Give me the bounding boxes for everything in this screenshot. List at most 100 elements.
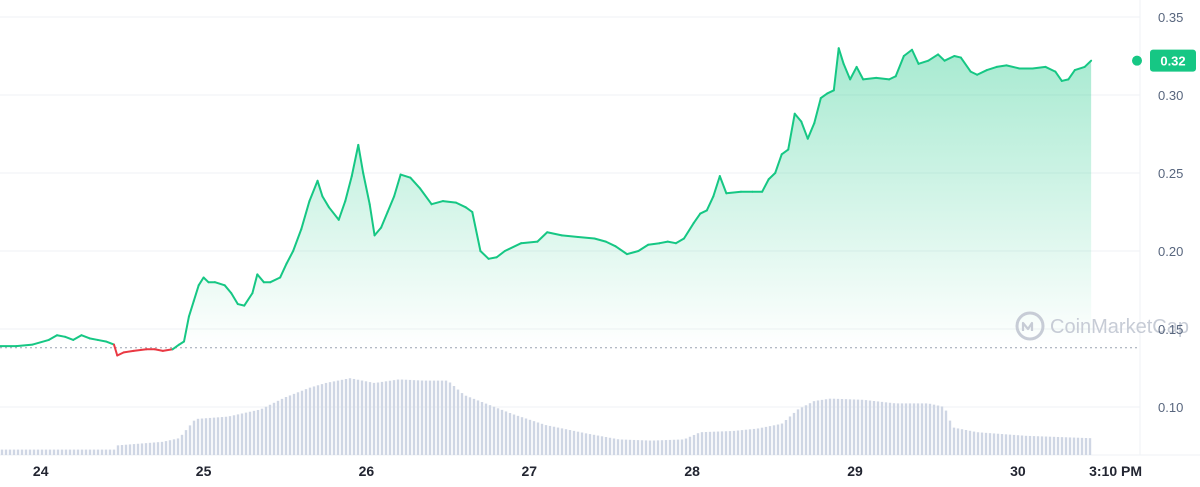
volume-bar <box>40 449 44 455</box>
volume-bar <box>392 380 396 455</box>
volume-bar <box>1000 434 1004 455</box>
price-line-segment-up <box>1031 65 1047 70</box>
volume-bar <box>896 403 900 455</box>
price-line-segment-up <box>767 172 777 181</box>
price-line-segment-up <box>800 120 809 140</box>
price-line-segment-down <box>132 348 148 352</box>
price-line-segment-up <box>837 47 845 65</box>
price-line-segment-up <box>409 176 422 190</box>
y-axis-ticks: 0.35 0.30 0.25 0.20 0.15 0.10 <box>1158 10 1183 415</box>
volume-bar <box>380 381 384 455</box>
volume-bar <box>408 379 412 455</box>
volume-bar <box>484 403 488 455</box>
volume-bar <box>228 416 232 455</box>
watermark: CoinMarketCap <box>1015 311 1189 341</box>
price-line-segment-up <box>464 206 474 213</box>
volume-bar <box>148 442 152 455</box>
coinmarketcap-logo-wave <box>1021 321 1034 331</box>
volume-bar <box>1080 437 1084 455</box>
volume-bar <box>656 440 660 455</box>
price-line-segment-up <box>104 340 115 346</box>
volume-bar <box>928 403 932 455</box>
volume-bar <box>244 412 248 455</box>
volume-bar <box>768 426 772 455</box>
volume-bar <box>604 437 608 455</box>
volume-bar <box>836 398 840 455</box>
volume-bar <box>1064 437 1068 455</box>
price-line-segment-down <box>122 349 135 354</box>
volume-bar <box>964 430 968 455</box>
volume-bar <box>1032 436 1036 455</box>
volume-bar <box>1072 437 1076 455</box>
price-line-segment-up <box>819 92 829 100</box>
volume-bar <box>416 380 420 455</box>
volume-bar <box>332 381 336 455</box>
volume-bar <box>132 444 136 455</box>
volume-bar <box>144 443 148 455</box>
price-area <box>0 48 1092 348</box>
volume-bar <box>524 418 528 455</box>
price-line-segment-up <box>455 201 467 209</box>
volume-bar <box>764 426 768 455</box>
volume-bar <box>1088 438 1092 455</box>
price-line-segment-up <box>674 237 685 245</box>
price-line-segment-up <box>88 337 99 341</box>
volume-bar <box>360 380 364 455</box>
volume-bar <box>584 433 588 455</box>
volume-bar <box>984 432 988 455</box>
volume-bar <box>876 401 880 455</box>
price-line-segment-up <box>943 55 956 62</box>
volume-bar <box>652 440 656 455</box>
volume-bar <box>900 403 904 455</box>
volume-bar <box>1060 437 1064 455</box>
volume-bar <box>344 379 348 455</box>
volume-bar <box>300 390 304 455</box>
volume-bar <box>904 403 908 455</box>
volume-bar <box>340 379 344 455</box>
volume-bar <box>728 431 732 455</box>
price-line-segment-up <box>666 240 677 245</box>
volume-bar <box>428 380 432 455</box>
volume-bar <box>980 432 984 455</box>
volume-bar <box>64 449 68 455</box>
volume-bar <box>632 439 636 455</box>
volume-bar <box>864 400 868 455</box>
volume-bar <box>616 439 620 455</box>
volume-bar <box>412 380 416 455</box>
price-line-segment-up <box>959 56 972 73</box>
price-line-segment-up <box>761 178 770 193</box>
volume-bar <box>260 408 264 455</box>
price-line-segment-up <box>855 65 865 81</box>
volume-bar <box>48 449 52 455</box>
price-line-segment-up <box>350 143 360 178</box>
volume-bar <box>512 414 516 455</box>
volume-bar <box>760 427 764 455</box>
price-line-segment-up <box>718 175 728 195</box>
volume-bar <box>24 449 28 455</box>
volume-bar <box>4 449 8 455</box>
price-line-segment-up <box>969 70 979 76</box>
price-line-segment-up <box>368 203 376 237</box>
volume-bar <box>956 428 960 455</box>
volume-bar <box>440 380 444 455</box>
volume-bar <box>488 405 492 455</box>
price-line-segment-up <box>441 200 457 204</box>
price-line-segment-up <box>647 242 661 246</box>
volume-bar <box>944 410 948 455</box>
volume-bar <box>232 415 236 455</box>
volume-bar <box>564 429 568 455</box>
volume-bar <box>860 399 864 455</box>
price-line-segment-up <box>399 173 412 179</box>
x-tick-label: 24 <box>33 463 49 479</box>
volume-bar <box>364 381 368 455</box>
volume-bar <box>708 431 712 455</box>
volume-bar <box>36 449 40 455</box>
price-line-segment-up <box>902 48 913 57</box>
price-line-segment-up <box>80 334 91 340</box>
price-line-segment-up <box>386 195 396 213</box>
volume-bar <box>320 384 324 455</box>
volume-bar <box>508 413 512 455</box>
volume-bar <box>756 428 760 455</box>
volume-bar <box>420 380 424 455</box>
